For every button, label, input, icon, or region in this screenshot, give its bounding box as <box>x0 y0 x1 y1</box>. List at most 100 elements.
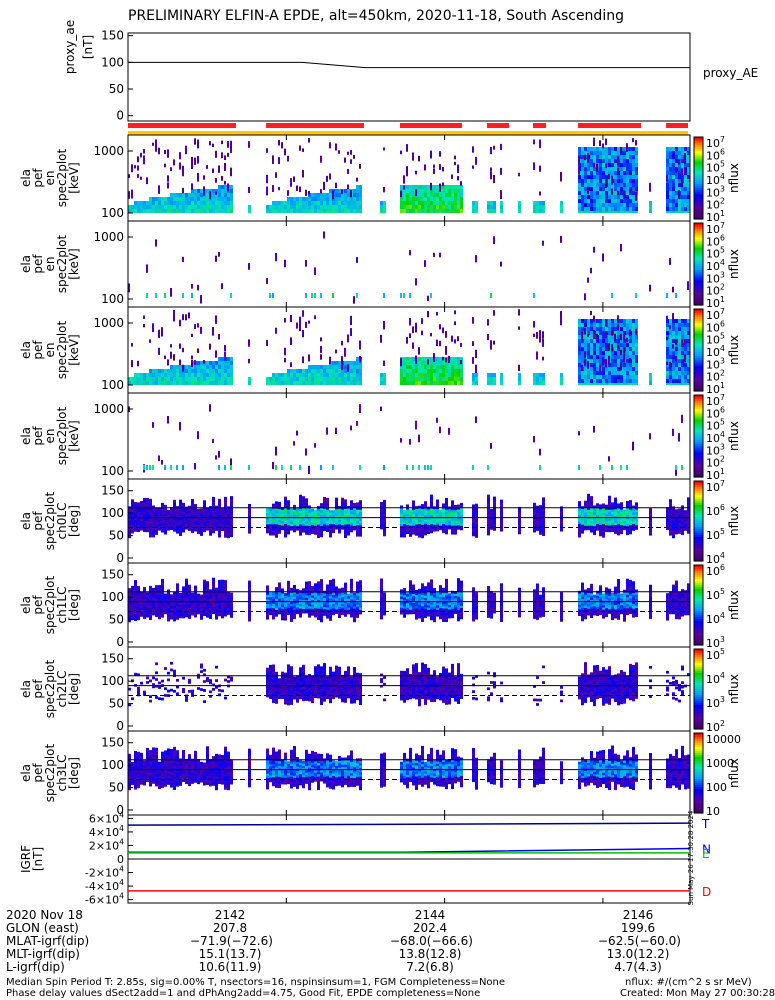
footer-line1: Median Spin Period T: 2.85s, sig=0.00% T… <box>6 977 506 988</box>
spectrogram-cells <box>128 745 690 791</box>
table-cell: 2142 <box>214 908 246 922</box>
ytick-label: 100 <box>101 758 124 772</box>
side-timestamp: Sun May 26 17:30:28 2024 <box>687 810 695 905</box>
y-axis-label: IGRF <box>19 845 33 873</box>
spectrogram-cells <box>128 137 690 213</box>
colorbar-cell <box>694 378 703 382</box>
y-axis-label: [nT] <box>31 847 45 871</box>
colorbar-cell <box>694 799 703 802</box>
colorbar-cell <box>694 171 703 175</box>
colorbar-cell <box>694 147 703 150</box>
colorbar-cell <box>694 458 703 462</box>
colorbar-tick-label: 107 <box>706 135 725 150</box>
colorbar-cell <box>694 446 703 449</box>
colorbar-cell <box>694 599 703 602</box>
colorbar-cell <box>694 417 703 421</box>
colorbar-cell <box>694 581 703 584</box>
colorbar-tick-label: 106 <box>706 233 725 248</box>
colorbar-cell <box>694 629 703 632</box>
colorbar-cell <box>694 155 703 159</box>
colorbar-cell <box>694 329 703 333</box>
spectrogram-cells <box>128 309 690 385</box>
colorbar-cell <box>694 474 703 478</box>
colorbar-cell <box>694 579 703 582</box>
colorbar-cell <box>694 255 703 259</box>
igrf-series-line <box>128 847 691 853</box>
ytick-label: 100 <box>101 464 124 478</box>
colorbar-tick-label: 10000 <box>706 733 741 746</box>
y-axis-label: [nT] <box>81 35 95 59</box>
colorbar-cell <box>694 739 703 742</box>
colorbar-cell <box>694 747 703 750</box>
y-axis-label: spec2plot <box>55 320 69 379</box>
colorbar-cell <box>694 161 703 165</box>
colorbar-cell <box>694 769 703 772</box>
ytick-label: 0 <box>116 551 124 565</box>
colorbar-cell <box>694 547 703 550</box>
colorbar-cell <box>694 386 703 390</box>
colorbar-cell <box>694 717 703 720</box>
colorbar-cell <box>694 364 703 367</box>
colorbar-cell <box>694 623 703 626</box>
colorbar-cell <box>694 521 703 524</box>
colorbar-cell <box>694 278 703 281</box>
colorbar-cell <box>694 282 703 286</box>
footer-units: nflux: #/(cm^2 s sr MeV) <box>625 977 752 988</box>
footer-line2: Phase delay values dSect2add=1 and dPhAn… <box>6 988 481 999</box>
ytick-label: 6×104 <box>89 810 124 825</box>
colorbar-cell <box>694 535 703 538</box>
colorbar-cell <box>694 198 703 202</box>
y-axis-label: pef <box>31 168 45 188</box>
colorbar-cell <box>694 737 703 740</box>
table-cell: 2146 <box>622 908 654 922</box>
colorbar-cell <box>694 415 703 419</box>
colorbar-cell <box>694 196 703 200</box>
colorbar-label: nflux <box>727 163 741 193</box>
colorbar-tick-label: 103 <box>706 356 725 371</box>
colorbar-label: nflux <box>727 674 741 704</box>
colorbar-cell <box>694 715 703 718</box>
colorbar-cell <box>694 517 703 520</box>
colorbar-cell <box>694 795 703 798</box>
colorbar-tick-label: 102 <box>706 369 725 384</box>
colorbar-cell <box>694 362 703 365</box>
colorbar-cell <box>694 767 703 770</box>
colorbar-cell <box>694 421 703 425</box>
colorbar-cell <box>694 300 703 304</box>
y-axis-label: [deg] <box>67 589 81 621</box>
igrf-series-label: T <box>701 817 710 831</box>
colorbar-tick-label: 103 <box>706 270 725 285</box>
y-axis-label: spec2plot <box>55 148 69 207</box>
colorbar-tick-label: 105 <box>706 418 725 433</box>
colorbar-cell <box>694 499 703 502</box>
colorbar-cell <box>694 235 703 238</box>
colorbar-cell <box>694 223 703 226</box>
colorbar-tick-label: 105 <box>706 527 725 542</box>
colorbar-cell <box>694 531 703 534</box>
colorbar-cell <box>694 325 703 329</box>
y-axis-label: pef <box>31 254 45 274</box>
colorbar-cell <box>694 603 703 606</box>
colorbar-cell <box>694 725 703 728</box>
colorbar-cell <box>694 539 703 542</box>
y-axis-label: pef <box>31 340 45 360</box>
colorbar-cell <box>694 194 703 198</box>
colorbar-cell <box>694 637 703 640</box>
ytick-label: -4×104 <box>85 878 124 893</box>
proxy-ae-frame <box>127 32 691 122</box>
colorbar-cell <box>694 625 703 628</box>
colorbar-cell <box>694 253 703 257</box>
y-axis-label: en <box>43 343 57 358</box>
colorbar-cell <box>694 411 703 415</box>
colorbar-cell <box>694 339 703 343</box>
colorbar-cell <box>694 611 703 614</box>
colorbar-cell <box>694 541 703 544</box>
colorbar-cell <box>694 229 703 232</box>
ytick-label: 100 <box>101 674 124 688</box>
colorbar-cell <box>694 294 703 298</box>
colorbar-cell <box>694 323 703 326</box>
colorbar-cell <box>694 805 703 808</box>
ytick-label: 4×104 <box>89 824 124 839</box>
colorbar-cell <box>694 751 703 754</box>
colorbar-cell <box>694 337 703 341</box>
